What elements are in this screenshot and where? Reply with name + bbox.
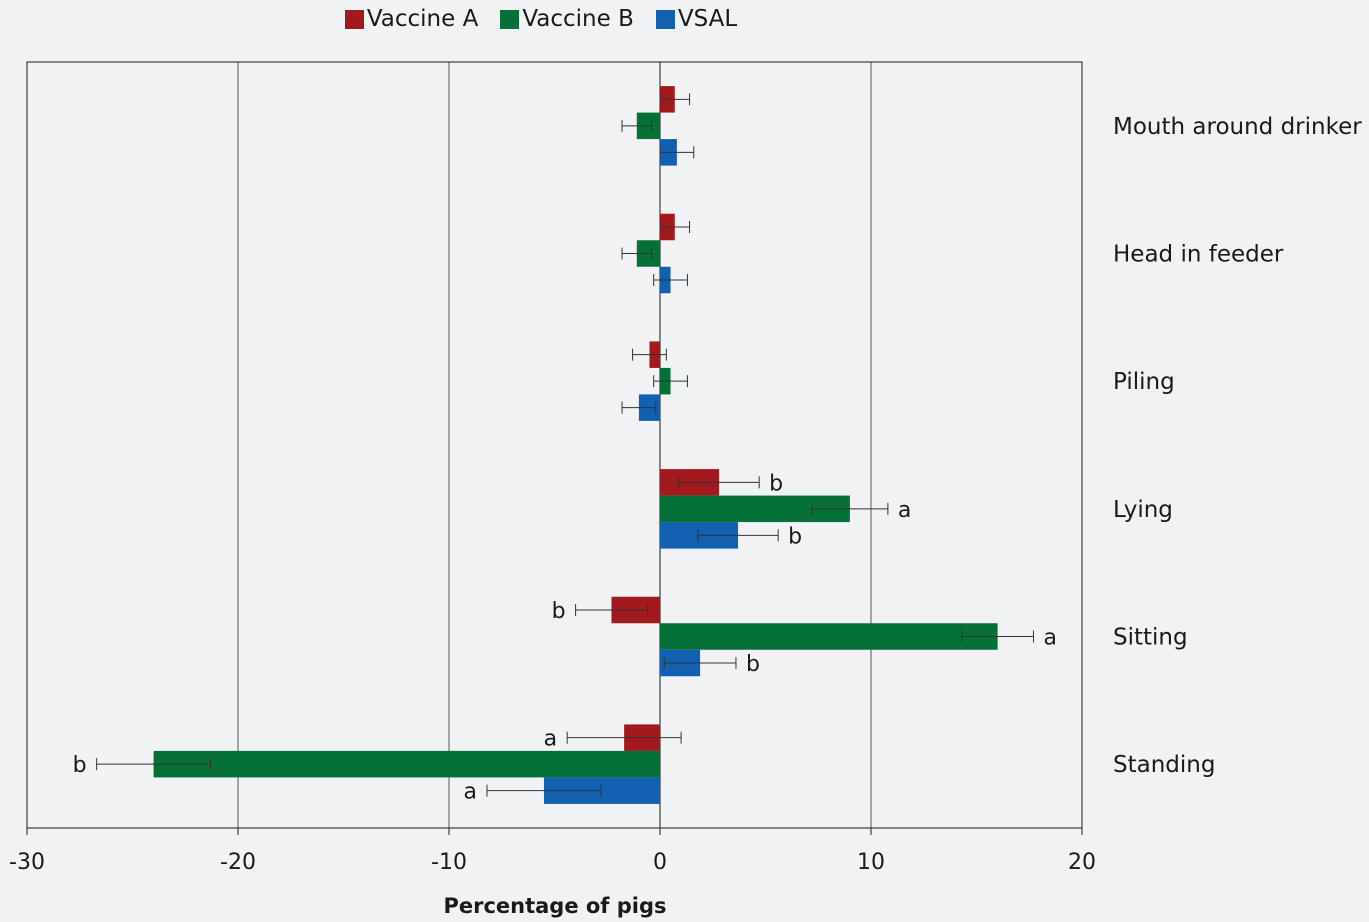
category-label-sitting: Sitting xyxy=(1113,625,1188,651)
significance-labels: b b a a a b b b a xyxy=(73,471,1057,804)
significance-label-vaccine-b-standing: b xyxy=(73,753,87,778)
bar-vaccine-b-sitting xyxy=(660,623,998,650)
legend-item-vaccine-b: Vaccine B xyxy=(500,6,634,32)
significance-label-vsal-standing: a xyxy=(463,780,476,805)
plot-frame xyxy=(26,61,1083,829)
x-axis-label: Percentage of pigs xyxy=(443,894,666,918)
legend-label-vaccine-a: Vaccine A xyxy=(366,6,479,32)
significance-label-vsal-lying: b xyxy=(788,524,802,549)
legend-swatch-vsal xyxy=(655,9,675,29)
category-label-mouth-around-drinker: Mouth around drinker xyxy=(1113,114,1362,140)
gridlines xyxy=(237,62,872,828)
category-label-piling: Piling xyxy=(1113,369,1175,395)
legend-label-vaccine-b: Vaccine B xyxy=(522,6,634,32)
chart-legend: Vaccine A Vaccine B VSAL xyxy=(0,6,1082,32)
legend-label-vsal: VSAL xyxy=(677,6,738,32)
legend-item-vsal: VSAL xyxy=(655,6,738,32)
significance-label-vaccine-b-sitting: a xyxy=(1043,626,1056,651)
legend-swatch-vaccine-a xyxy=(344,9,364,29)
legend-swatch-vaccine-b xyxy=(500,9,520,29)
significance-label-vsal-sitting: b xyxy=(746,652,760,677)
x-tick-label: 20 xyxy=(1068,850,1096,875)
significance-label-vaccine-b-lying: a xyxy=(898,498,911,523)
category-label-lying: Lying xyxy=(1113,497,1173,523)
x-tick-label: -10 xyxy=(431,850,467,875)
category-label-standing: Standing xyxy=(1113,752,1215,778)
bar-vaccine-b-standing xyxy=(153,750,660,778)
error-bars-layer xyxy=(96,93,1034,797)
legend-item-vaccine-a: Vaccine A xyxy=(344,6,479,32)
x-tick-label: 0 xyxy=(653,850,667,875)
x-tick-label: 10 xyxy=(857,850,885,875)
x-tick-label: -30 xyxy=(9,850,45,875)
significance-label-vaccine-a-sitting: b xyxy=(552,599,566,624)
category-label-head-in-feeder: Head in feeder xyxy=(1113,242,1284,268)
x-axis-ticks: -30 -20 -10 0 10 20 xyxy=(9,828,1096,875)
significance-label-vaccine-a-standing: a xyxy=(544,727,557,752)
x-tick-label: -20 xyxy=(220,850,256,875)
significance-label-vaccine-a-lying: b xyxy=(769,471,783,496)
category-labels: Mouth around drinker Head in feeder Piling… xyxy=(1113,114,1362,778)
